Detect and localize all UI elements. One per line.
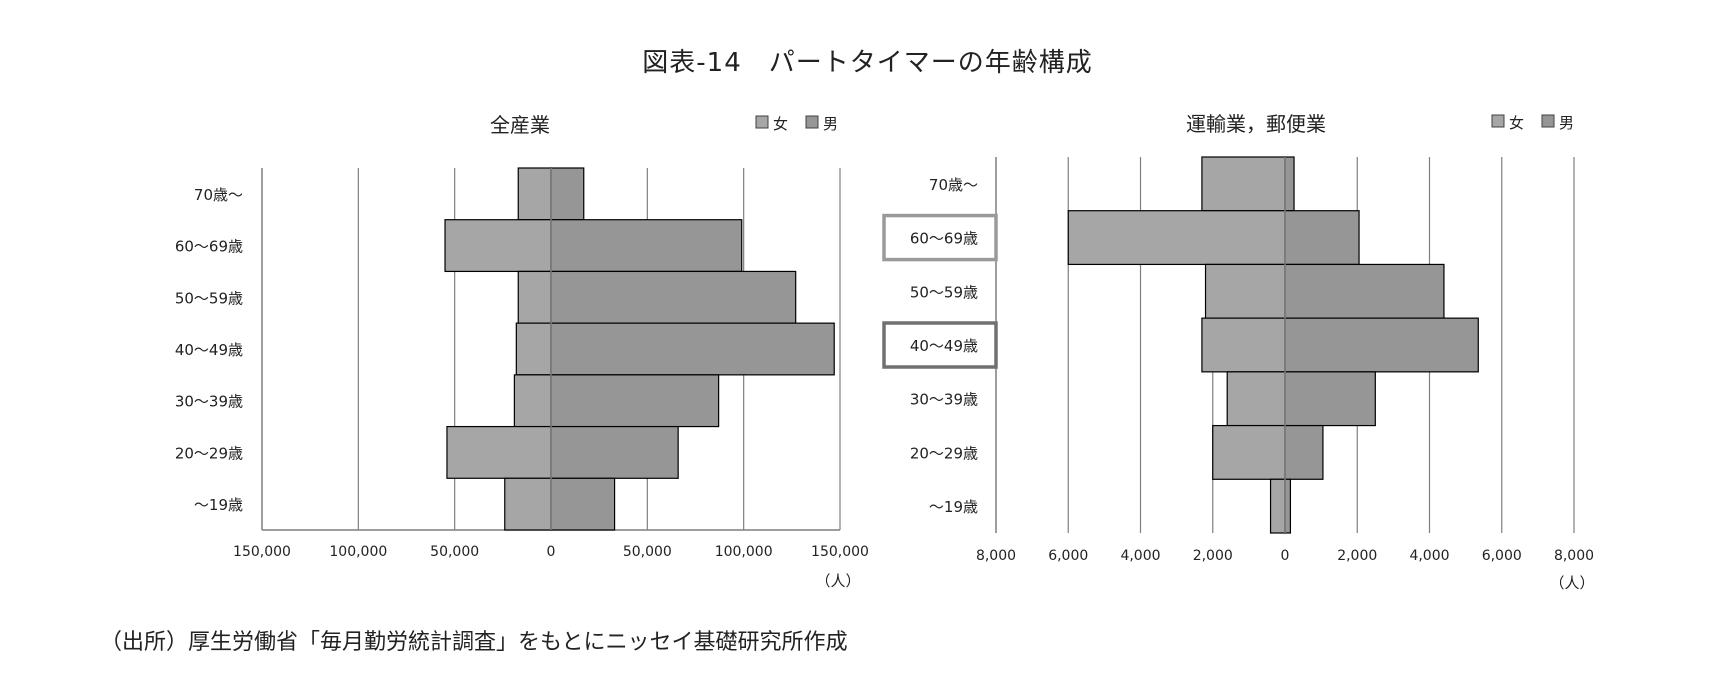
x-tick-label: 4,000: [1120, 548, 1160, 564]
bar-female: [515, 322, 552, 376]
legend-label-male: 男: [823, 115, 838, 133]
legend-swatch-female: [1491, 114, 1505, 128]
bar-female: [517, 270, 552, 324]
bar-female: [513, 374, 552, 428]
chart-transport-postal: 運輸業，郵便業 女 男 70歳～ 60～69歳 50～59歳 40～49歳 30～39歳 20～…: [882, 112, 1595, 592]
legend-label-female: 女: [1509, 114, 1524, 132]
bar-male: [550, 322, 835, 376]
bar-male: [1284, 317, 1479, 373]
bar-male: [1284, 424, 1324, 480]
bar-female: [1204, 263, 1286, 319]
x-tick-label: 6,000: [1482, 548, 1522, 564]
category-label: 70歳～: [194, 186, 243, 204]
bar-female: [504, 477, 552, 531]
x-tick-label: 6,000: [1048, 548, 1088, 564]
bar-male: [1284, 210, 1360, 266]
bar-male: [550, 219, 743, 273]
x-tick-label: 2,000: [1337, 548, 1377, 564]
bar-male: [1284, 371, 1376, 427]
bar-male: [550, 270, 797, 324]
category-label: ～19歳: [929, 498, 978, 516]
highlight-box: [882, 321, 998, 369]
x-unit-label: （人）: [1549, 574, 1594, 592]
bar-male: [550, 374, 720, 428]
category-label: 60～69歳: [175, 238, 243, 256]
bar-female: [1201, 317, 1286, 373]
x-tick-label: 50,000: [623, 544, 672, 560]
x-tick-label: 150,000: [233, 544, 291, 560]
category-label: 20～29歳: [175, 444, 243, 462]
category-label: 40～49歳: [910, 337, 978, 355]
x-tick-label: 0: [547, 544, 556, 560]
bar-female: [1269, 478, 1286, 534]
bar-female: [1226, 371, 1286, 427]
bar-male: [550, 477, 616, 531]
bar-female: [1212, 424, 1286, 480]
bar-male: [1284, 478, 1292, 534]
x-tick-label: 100,000: [329, 544, 387, 560]
category-label: 40～49歳: [175, 341, 243, 359]
legend-swatch-male: [1541, 114, 1555, 128]
x-unit-label: （人）: [815, 572, 860, 590]
category-label: 60～69歳: [910, 230, 978, 248]
x-tick-label: 0: [1281, 548, 1290, 564]
category-label: 70歳～: [929, 176, 978, 194]
category-label: ～19歳: [194, 496, 243, 514]
legend-swatch-female: [755, 115, 769, 129]
x-tick-label: 4,000: [1409, 548, 1449, 564]
category-label: 20～29歳: [910, 444, 978, 462]
bar-male: [1284, 156, 1295, 212]
bar-female: [446, 425, 552, 479]
bar-female: [517, 167, 552, 221]
x-tick-label: 2,000: [1193, 548, 1233, 564]
x-tick-label: 100,000: [715, 544, 773, 560]
category-label: 30～39歳: [910, 391, 978, 409]
category-label: 30～39歳: [175, 393, 243, 411]
bar-female: [444, 219, 552, 273]
bar-male: [550, 167, 585, 221]
legend-label-female: 女: [773, 115, 788, 133]
legend-label-male: 男: [1559, 114, 1574, 132]
page-title: 図表-14 パートタイマーの年齢構成: [642, 48, 1093, 78]
x-tick-label: 150,000: [811, 544, 869, 560]
bar-female: [1201, 156, 1286, 212]
x-tick-label: 8,000: [976, 548, 1016, 564]
bar-male: [550, 425, 679, 479]
category-label: 50～59歳: [175, 289, 243, 307]
x-tick-label: 50,000: [430, 544, 479, 560]
chart-all-industries: 全産業 女 男 70歳～ 60～69歳 50～59歳 40～49歳 30～39歳 20～29歳 ～…: [175, 113, 869, 590]
source-note: （出所）厚生労働省「毎月勤労統計調査」をもとにニッセイ基礎研究所作成: [100, 630, 848, 655]
bar-male: [1284, 263, 1445, 319]
x-tick-label: 8,000: [1554, 548, 1594, 564]
bar-female: [1067, 210, 1286, 266]
chart-title: 運輸業，郵便業: [1186, 112, 1326, 136]
chart-title: 全産業: [490, 113, 550, 137]
legend-swatch-male: [805, 115, 819, 129]
category-label: 50～59歳: [910, 283, 978, 301]
highlight-box: [882, 213, 998, 262]
